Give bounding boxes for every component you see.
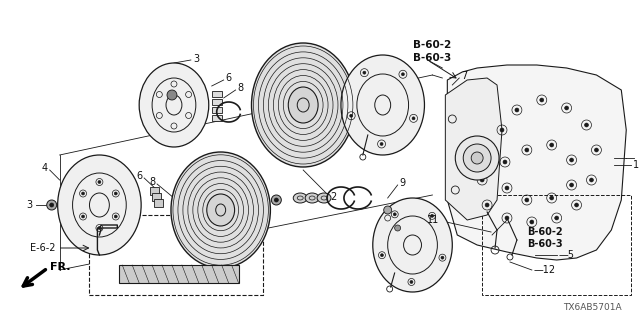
Circle shape xyxy=(525,198,529,202)
Text: 3: 3 xyxy=(27,200,33,210)
Text: 6: 6 xyxy=(136,171,142,181)
Circle shape xyxy=(540,98,544,102)
Text: —12: —12 xyxy=(534,265,556,275)
Ellipse shape xyxy=(252,43,355,167)
Circle shape xyxy=(412,117,415,120)
Circle shape xyxy=(505,186,509,190)
Text: 7: 7 xyxy=(461,71,467,81)
Circle shape xyxy=(81,192,84,195)
Text: E-6-2: E-6-2 xyxy=(30,243,56,253)
Circle shape xyxy=(570,158,573,162)
Text: 11: 11 xyxy=(428,215,440,225)
Circle shape xyxy=(500,128,504,132)
Circle shape xyxy=(115,192,117,195)
Circle shape xyxy=(393,213,396,216)
Bar xyxy=(212,91,221,97)
Circle shape xyxy=(595,148,598,152)
Circle shape xyxy=(401,73,404,76)
Circle shape xyxy=(98,227,101,229)
Text: 8: 8 xyxy=(237,83,244,93)
Circle shape xyxy=(431,214,434,217)
Ellipse shape xyxy=(139,63,209,147)
Circle shape xyxy=(410,280,413,284)
Circle shape xyxy=(555,216,559,220)
Circle shape xyxy=(380,254,383,257)
Text: 9: 9 xyxy=(399,178,406,188)
Ellipse shape xyxy=(317,193,331,203)
Bar xyxy=(482,195,631,295)
Bar xyxy=(150,187,159,195)
Ellipse shape xyxy=(305,193,319,203)
Circle shape xyxy=(530,220,534,224)
Ellipse shape xyxy=(207,194,235,226)
Circle shape xyxy=(564,106,568,110)
Circle shape xyxy=(455,136,499,180)
Ellipse shape xyxy=(288,87,318,123)
Circle shape xyxy=(81,215,84,218)
Ellipse shape xyxy=(171,152,270,268)
Text: 8: 8 xyxy=(149,177,155,187)
Text: 6: 6 xyxy=(226,73,232,83)
Circle shape xyxy=(441,256,444,259)
Circle shape xyxy=(384,206,392,214)
Circle shape xyxy=(570,183,573,187)
Text: FR.: FR. xyxy=(50,262,70,272)
Circle shape xyxy=(550,196,554,200)
Circle shape xyxy=(380,142,383,146)
Circle shape xyxy=(515,108,519,112)
Text: 1: 1 xyxy=(633,160,639,170)
Circle shape xyxy=(167,90,177,100)
Circle shape xyxy=(471,152,483,164)
Circle shape xyxy=(271,195,282,205)
Text: TX6AB5701A: TX6AB5701A xyxy=(563,303,621,312)
Circle shape xyxy=(98,180,101,183)
Text: B-60-3: B-60-3 xyxy=(527,239,563,249)
Bar xyxy=(154,199,163,207)
Circle shape xyxy=(47,200,57,210)
Bar xyxy=(152,193,161,201)
Circle shape xyxy=(480,178,484,182)
Circle shape xyxy=(550,143,554,147)
Circle shape xyxy=(589,178,593,182)
Circle shape xyxy=(485,153,489,157)
Circle shape xyxy=(505,216,509,220)
Ellipse shape xyxy=(293,193,307,203)
Polygon shape xyxy=(445,78,502,220)
Circle shape xyxy=(363,71,366,74)
Bar xyxy=(212,115,221,121)
Text: 3: 3 xyxy=(193,54,199,64)
Circle shape xyxy=(575,203,579,207)
Text: 2: 2 xyxy=(330,192,336,202)
Text: B-60-2: B-60-2 xyxy=(413,40,451,50)
Circle shape xyxy=(349,114,353,117)
Text: B-60-3: B-60-3 xyxy=(413,53,451,63)
Circle shape xyxy=(275,198,278,202)
Circle shape xyxy=(584,123,589,127)
Ellipse shape xyxy=(341,55,424,155)
Circle shape xyxy=(503,160,507,164)
Bar xyxy=(212,99,221,105)
Circle shape xyxy=(525,148,529,152)
Text: —5: —5 xyxy=(559,250,575,260)
Ellipse shape xyxy=(58,155,141,255)
Circle shape xyxy=(395,225,401,231)
Text: 4: 4 xyxy=(42,163,48,173)
Polygon shape xyxy=(447,65,627,260)
Ellipse shape xyxy=(372,198,452,292)
Circle shape xyxy=(485,203,489,207)
Circle shape xyxy=(115,215,117,218)
Bar xyxy=(119,265,239,283)
Text: B-60-2: B-60-2 xyxy=(527,227,563,237)
Circle shape xyxy=(50,203,54,207)
Bar xyxy=(90,215,264,295)
Bar xyxy=(212,107,221,113)
Circle shape xyxy=(463,144,491,172)
